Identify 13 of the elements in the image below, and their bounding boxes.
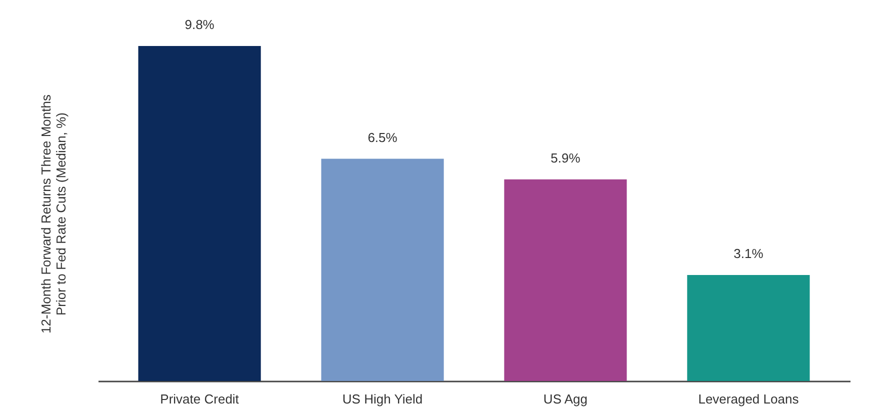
bar bbox=[138, 46, 261, 381]
data-label: 6.5% bbox=[368, 130, 398, 145]
x-tick-label: US Agg bbox=[543, 392, 588, 406]
x-tick-label: Private Credit bbox=[160, 392, 240, 406]
x-tick-label: Leveraged Loans bbox=[698, 392, 800, 406]
bar bbox=[687, 275, 810, 381]
bar bbox=[321, 158, 444, 381]
y-axis-title: 12-Month Forward Returns Three Months Prior to Fed Rate Cuts (Median, %) bbox=[38, 94, 68, 334]
data-label: 5.9% bbox=[550, 150, 581, 166]
bar bbox=[504, 179, 627, 381]
x-tick-label: US High Yield bbox=[342, 392, 423, 406]
data-label: 9.8% bbox=[184, 17, 215, 32]
data-label: 3.1% bbox=[734, 246, 764, 262]
